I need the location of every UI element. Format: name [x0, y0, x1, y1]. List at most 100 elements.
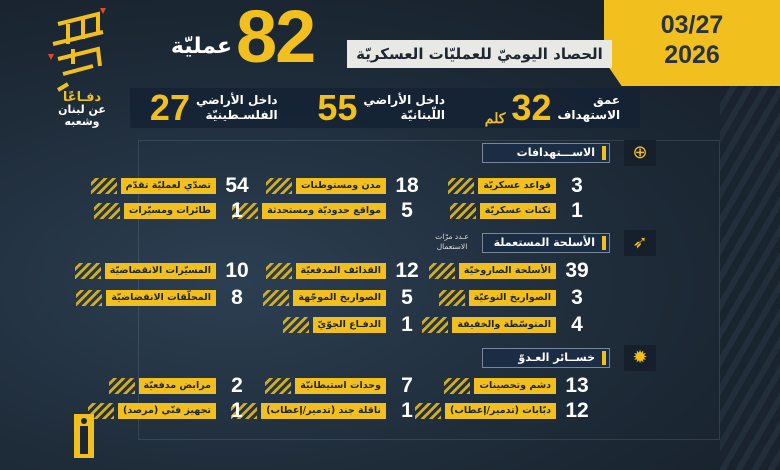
hatch-decoration	[444, 378, 471, 394]
hatch-decoration	[263, 290, 290, 306]
targets-item: مواقع حدوديّة ومستحدثة 5	[232, 199, 424, 222]
date-year: 2026	[664, 41, 720, 69]
hatch-decoration	[90, 178, 117, 194]
page-title: الحصاد اليوميّ للعمليّات العسكريّة	[347, 40, 612, 68]
depth-value: 32	[511, 87, 552, 128]
losses-item-value: 13	[565, 374, 589, 397]
weapons-item-value: 4	[571, 313, 583, 336]
section-targets-title: الاســـتهدافات	[482, 143, 610, 163]
hatch-decoration	[438, 290, 465, 306]
weapons-item-value: 12	[395, 259, 419, 282]
weapons-item-label: المحلّقات الانقضاضيّة	[106, 290, 216, 306]
weapons-item-value: 5	[401, 286, 413, 309]
weapons-item-label: الصواريخ النوعيّة	[468, 290, 556, 306]
losses-item: ناقلة جند (تدمير/إعطاب) 1	[231, 399, 424, 422]
logo-calligraphy	[48, 8, 106, 92]
hatch-decoration	[265, 263, 292, 279]
hatch-decoration	[448, 178, 475, 194]
crosshair-icon: ⊕	[624, 140, 656, 166]
stat-lebanon: داخل الأراضي اللّبنانيّة 55	[317, 89, 445, 127]
missiles-icon: ➶	[624, 230, 656, 256]
tank-explosion-icon: ✹	[624, 345, 656, 371]
targets-item-value: 5	[401, 199, 413, 222]
hatch-decoration	[108, 378, 135, 394]
targets-item-value: 54	[225, 174, 249, 197]
lebanon-label: داخل الأراضي اللّبنانيّة	[363, 93, 445, 123]
losses-item-label: دبّابات (تدمير/إعطاب)	[445, 403, 556, 419]
stats-strip: عمق الاستهداف 32 كلم داخل الأراضي اللّبنان…	[130, 88, 640, 128]
weapons-item-label: المسيّرات الانقضاضيّة	[104, 263, 216, 279]
weapons-item-value: 8	[231, 286, 243, 309]
hatch-decoration	[428, 263, 455, 279]
depth-label-line1: عمق	[593, 93, 621, 107]
uses-count-label: عـدد مرّات الاستعمال	[435, 232, 469, 251]
targets-item-label: مواقع حدوديّة ومستحدثة	[262, 203, 386, 219]
targets-item-label: تصدّي لعمليّة تقدّم	[120, 178, 216, 194]
targets-item: قواعد عسكريّة 3	[448, 174, 594, 197]
hatch-decoration	[232, 203, 259, 219]
section-losses-title: خســائر العـدوّ	[482, 348, 610, 368]
losses-item: دبّابات (تدمير/إعطاب) 12	[415, 399, 594, 422]
stat-depth: عمق الاستهداف 32 كلم	[485, 89, 620, 127]
targets-item-value: 1	[231, 199, 243, 222]
palestine-label: داخل الأراضي الفلسـطينيّة	[196, 93, 278, 123]
losses-item-value: 1	[231, 399, 243, 422]
losses-item-value: 12	[565, 399, 589, 422]
lebanon-label-line2: اللّبنانيّة	[400, 108, 446, 122]
hatch-decoration	[265, 378, 292, 394]
slogan-line2: عن لبنان وشعبه	[58, 103, 106, 128]
operations-label: عمليّة	[170, 34, 232, 59]
weapons-item-label: القذائف المدفعيّة	[295, 263, 386, 279]
date-box: 03/27 2026	[604, 0, 780, 86]
slogan-line1: دفـاعًا	[62, 90, 102, 105]
weapons-item-value: 39	[565, 259, 589, 282]
losses-item-value: 1	[401, 399, 413, 422]
losses-item-value: 2	[231, 374, 243, 397]
palestine-label-line1: داخل الأراضي	[195, 93, 278, 107]
palestine-value: 27	[149, 87, 190, 128]
hatch-decoration	[231, 403, 258, 419]
depth-label-line2: الاستهداف	[557, 108, 621, 122]
stat-palestine: داخل الأراضي الفلسـطينيّة 27	[150, 89, 278, 127]
targets-item-value: 3	[571, 174, 583, 197]
targets-item-label: مدن ومستوطنات	[295, 178, 386, 194]
lebanon-label-line1: داخل الأراضي	[363, 93, 446, 107]
losses-item-label: مرابض مدفعيّة	[138, 378, 216, 394]
targets-item: تصدّي لعمليّة تقدّم 54	[90, 174, 254, 197]
targets-item: طائرات ومسيّرات 1	[93, 199, 254, 222]
decorative-stripes	[720, 60, 780, 470]
weapons-item-label: المتوسّطة والخفيفة	[452, 317, 556, 333]
losses-item-label: تجهيز فنّي (مرصد)	[118, 403, 216, 419]
hatch-decoration	[422, 317, 449, 333]
hatch-decoration	[74, 263, 101, 279]
weapons-item-value: 10	[225, 259, 249, 282]
depth-unit: كلم	[484, 110, 506, 126]
hatch-decoration	[449, 203, 476, 219]
bottom-logo-icon	[74, 414, 94, 458]
weapons-item-value: 3	[571, 286, 583, 309]
section-weapons-title: الأسلحة المستعملة	[482, 233, 610, 253]
hatch-decoration	[282, 317, 309, 333]
date-day: 03/27	[660, 11, 724, 39]
weapons-item: المتوسّطة والخفيفة 4	[422, 313, 594, 336]
weapons-item: الأسلحة الصاروخيّة 39	[428, 259, 594, 282]
losses-item: دشم وتحصينات 13	[444, 374, 594, 397]
total-operations: 82	[236, 0, 316, 78]
weapons-item: الصواريخ النوعيّة 3	[438, 286, 594, 309]
weapons-item: الدفـاع الجوّيّ 1	[282, 313, 424, 336]
logo-slogan: دفـاعًا عن لبنان وشعبه	[40, 90, 124, 128]
hatch-decoration	[76, 290, 103, 306]
targets-item: مدن ومستوطنات 18	[265, 174, 424, 197]
lebanon-value: 55	[317, 87, 358, 128]
targets-item-label: قواعد عسكريّة	[478, 178, 556, 194]
targets-item-value: 18	[395, 174, 419, 197]
targets-item-value: 1	[571, 199, 583, 222]
weapons-item-value: 1	[401, 313, 413, 336]
weapons-item: المسيّرات الانقضاضيّة 10	[74, 259, 254, 282]
losses-item-value: 7	[401, 374, 413, 397]
depth-label: عمق الاستهداف	[557, 93, 620, 123]
weapons-item-label: الدفـاع الجوّيّ	[312, 317, 386, 333]
losses-item-label: ناقلة جند (تدمير/إعطاب)	[261, 403, 386, 419]
targets-item-label: ثكنات عسكريّة	[479, 203, 556, 219]
losses-item: وحدات استيطانيّة 7	[265, 374, 424, 397]
